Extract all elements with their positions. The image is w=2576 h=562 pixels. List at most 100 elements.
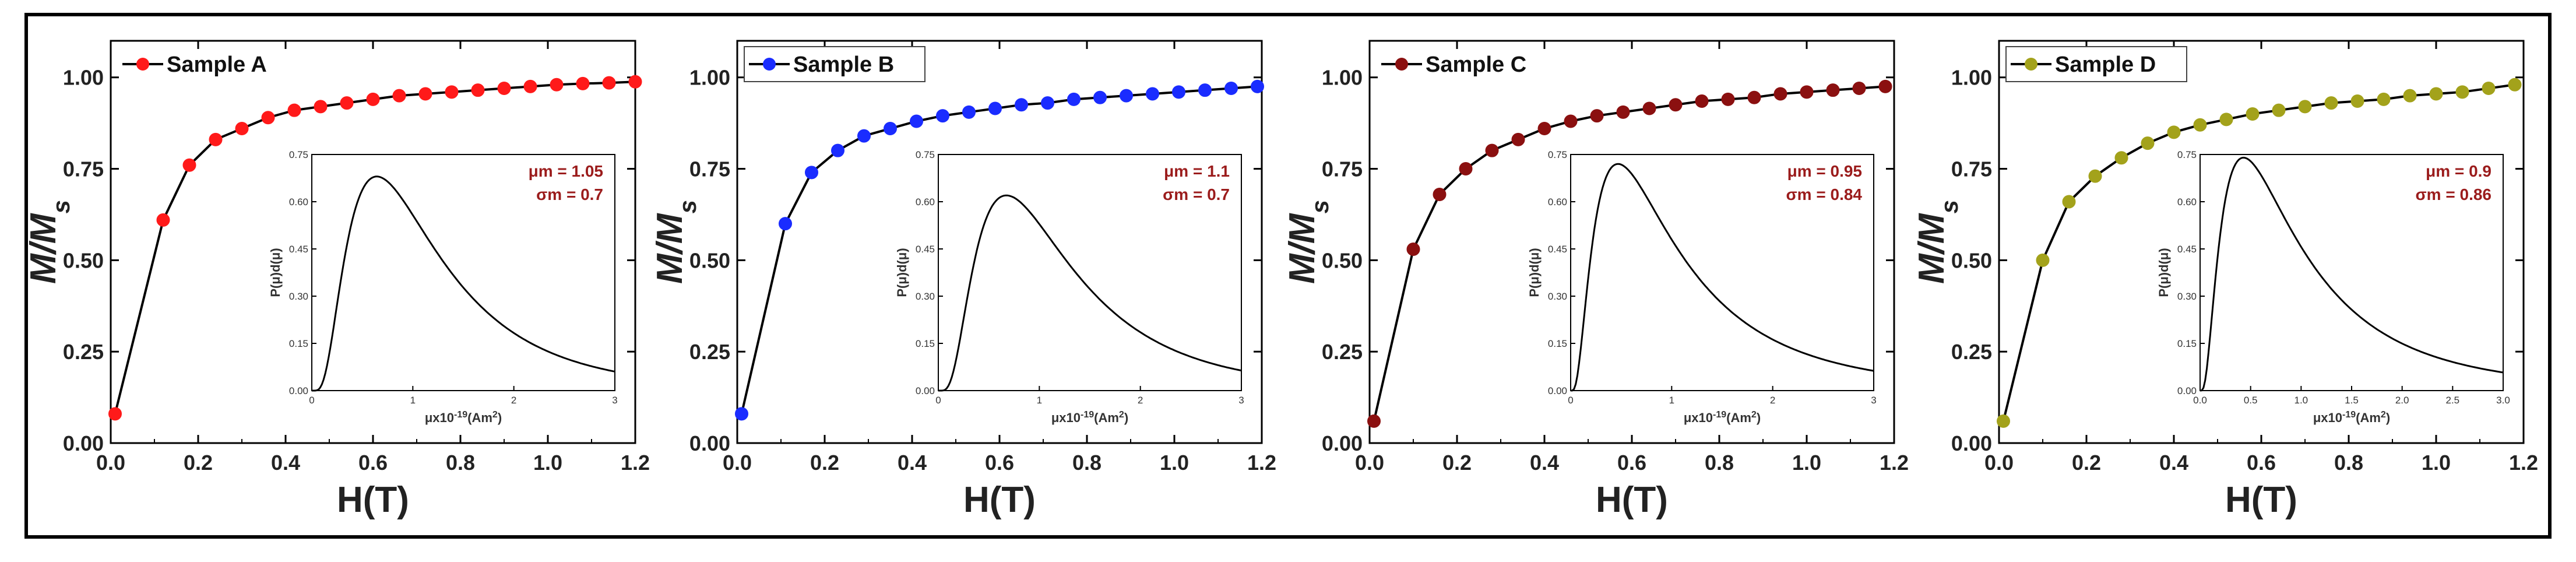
inset-x-label-unit-exponent: 2	[1119, 410, 1124, 420]
data-point	[523, 79, 537, 93]
data-point	[2062, 195, 2076, 209]
data-point	[1041, 96, 1054, 110]
legend-label: Sample C	[1426, 52, 1526, 77]
inset-x-tick-label: 1.5	[2345, 395, 2359, 406]
data-point	[550, 78, 564, 92]
y-axis-label-main: M/M	[1282, 213, 1322, 284]
inset-x-tick-label: 1.0	[2295, 395, 2308, 406]
x-tick-label: 1.0	[1792, 451, 1821, 475]
inset-x-label-part: μx10	[1051, 410, 1081, 425]
x-tick-label: 1.2	[1247, 451, 1276, 475]
data-point	[988, 101, 1002, 115]
data-point	[2403, 89, 2417, 103]
data-point	[1485, 143, 1499, 157]
inset-x-label-exponent: -19	[1713, 410, 1726, 420]
y-tick-label: 0.50	[63, 248, 104, 272]
inset-x-tick-label: 0	[1568, 395, 1573, 406]
y-tick-label: 0.25	[1322, 340, 1363, 364]
inset-mu-label: μm = 0.9	[2426, 162, 2491, 180]
inset-mu-label: μm = 1.1	[1164, 162, 1230, 180]
data-point	[1800, 85, 1814, 99]
inset-x-tick-label: 2.5	[2446, 395, 2460, 406]
inset-x-tick-label: 1	[410, 395, 416, 406]
inset-y-tick-label: 0.30	[2177, 291, 2197, 302]
inset-y-tick-label: 0.75	[289, 149, 308, 160]
x-tick-label: 1.0	[2422, 451, 2451, 475]
y-tick-label: 1.00	[63, 66, 104, 90]
data-point	[1826, 83, 1840, 97]
data-point	[209, 132, 223, 146]
inset-x-label-part: )	[1757, 410, 1761, 425]
x-tick-label: 1.2	[1880, 451, 1909, 475]
data-point	[1067, 92, 1081, 106]
inset-y-tick-label: 0.75	[916, 149, 935, 160]
y-tick-label: 1.00	[689, 66, 730, 90]
inset-y-tick-label: 0.00	[1548, 385, 1567, 396]
data-point	[261, 111, 275, 125]
data-point	[2455, 85, 2469, 99]
x-axis-label: H(T)	[963, 480, 1036, 520]
y-tick-label: 0.25	[1951, 340, 1992, 364]
data-point	[2508, 78, 2522, 92]
y-axis-label-subscript: s	[47, 200, 75, 213]
inset-y-tick-label: 0.60	[2177, 196, 2197, 208]
data-point	[2114, 151, 2128, 165]
inset-x-axis-label: μx10-19(Am2)	[2313, 410, 2390, 426]
inset-x-tick-label: 2	[1138, 395, 1143, 406]
inset-y-axis-label: P(μ)d(μ)	[895, 248, 909, 297]
data-point	[418, 87, 432, 101]
inset-x-tick-label: 0.0	[2193, 395, 2207, 406]
inset-y-tick-label: 0.30	[916, 291, 935, 302]
inset-x-axis-label: μx10-19(Am2)	[1684, 410, 1761, 426]
y-axis-label: M/Ms	[23, 200, 75, 284]
panel-sample-c: 0.0 0.2 0.4 0.6 0.8 1.0 1.2 0.00 0.25 0.50 0.75 1.0…	[1282, 40, 1909, 520]
x-tick-label: 0.8	[1072, 451, 1102, 475]
data-point	[156, 213, 170, 227]
legend-label: Sample D	[2055, 52, 2156, 77]
inset-x-tick-label: 0	[935, 395, 941, 406]
inset-y-tick-label: 0.45	[1548, 244, 1567, 255]
x-tick-label: 0.4	[898, 451, 927, 475]
x-tick-label: 0.2	[810, 451, 839, 475]
x-tick-label: 0.2	[184, 451, 213, 475]
y-tick-label: 0.00	[689, 431, 730, 455]
inset-x-label-part: (Am	[1726, 410, 1751, 425]
data-point	[1997, 414, 2010, 428]
x-tick-label: 0.0	[1984, 451, 2014, 475]
inset-y-axis-label: P(μ)d(μ)	[1527, 248, 1542, 297]
data-point	[2272, 103, 2286, 117]
inset-y-tick-label: 0.30	[289, 291, 308, 302]
x-tick-label: 0.6	[358, 451, 388, 475]
x-tick-label: 1.0	[1160, 451, 1189, 475]
panel-sample-a: 0.0 0.2 0.4 0.6 0.8 1.0 1.2 0.00 0.25 0.50 0.75 1.0…	[23, 40, 650, 520]
data-point	[936, 109, 949, 123]
legend-label: Sample A	[167, 52, 267, 77]
inset-x-label-exponent: -19	[454, 410, 467, 420]
inset-x-tick-label: 3	[612, 395, 617, 406]
data-point	[366, 92, 380, 106]
data-point	[471, 83, 485, 97]
x-tick-label: 0.6	[985, 451, 1014, 475]
x-tick-label: 0.8	[446, 451, 475, 475]
inset-y-tick-label: 0.60	[289, 196, 308, 208]
data-point	[1537, 122, 1551, 136]
inset-mu-label: μm = 1.05	[529, 162, 603, 180]
y-tick-label: 0.75	[1951, 157, 1992, 181]
y-tick-label: 0.75	[689, 157, 730, 181]
y-axis-label-subscript: s	[674, 200, 701, 213]
inset-distribution-curve	[312, 175, 615, 392]
inset-y-tick-label: 0.60	[916, 196, 935, 208]
inset-x-tick-label: 3	[1238, 395, 1244, 406]
inset-distribution-curve	[938, 194, 1242, 392]
data-point	[910, 114, 923, 128]
inset-frame	[311, 154, 615, 391]
inset-x-label-part: (Am	[2356, 410, 2381, 425]
data-point	[1878, 79, 1892, 93]
inset-x-tick-label: 3.0	[2496, 395, 2510, 406]
inset-x-label-part: (Am	[1094, 410, 1119, 425]
data-point	[576, 76, 590, 90]
data-point	[1251, 79, 1264, 93]
inset-x-tick-label: 1	[1037, 395, 1042, 406]
inset-x-label-part: )	[1124, 410, 1128, 425]
data-point	[1721, 92, 1735, 106]
